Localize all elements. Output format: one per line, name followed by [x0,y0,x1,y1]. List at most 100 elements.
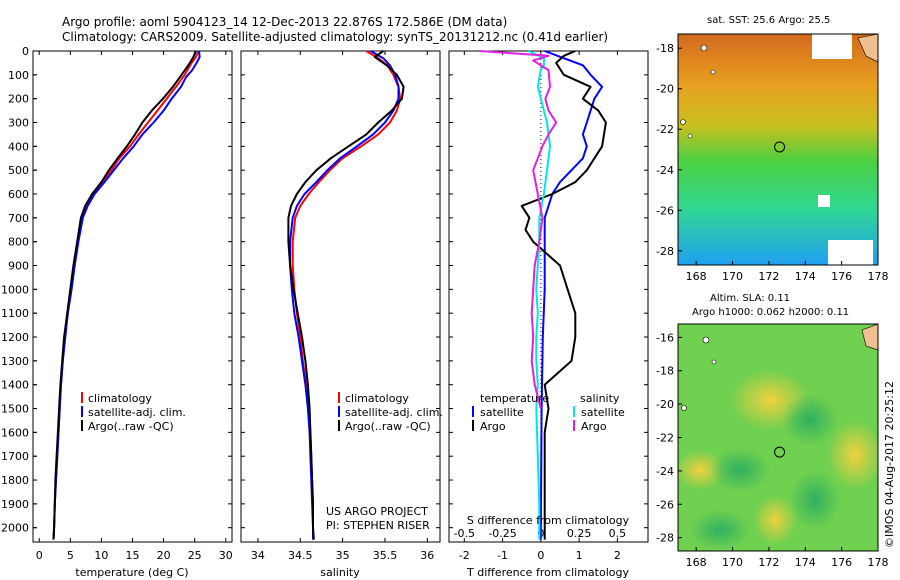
salinity-x-label: salinity [320,566,360,579]
credit-label: ©IMOS 04-Aug-2017 20:25:12 [883,381,896,548]
depth-tick-label: 600 [8,188,29,201]
legend-label-s-argo: Argo [581,420,607,433]
x-tick-label: 25 [188,549,202,562]
legend-label-t-satellite: satellite [480,406,524,419]
x-tick-label: 36 [420,549,434,562]
x-tick-label: 34 [251,549,265,562]
temperature-plot: 0 5 10 15 20 25 30 [33,50,233,562]
map-x-tick-label: 176 [831,270,852,283]
x-tick-label: 20 [157,549,171,562]
salinity-legend: climatology satellite-adj. clim. Argo(..… [338,392,443,433]
depth-tick-label: 900 [8,260,29,273]
depth-tick-label: 700 [8,212,29,225]
series-line-s-satellite [528,50,551,540]
map-x-tick-label: 174 [795,270,816,283]
title-line-2: Climatology: CARS2009. Satellite-adjuste… [62,30,608,44]
island [700,44,708,52]
island [681,405,687,411]
map-x-tick-label: 168 [686,270,707,283]
map-y-tick-label: -28 [656,532,674,545]
sst-patch [828,240,873,265]
sla-map-title-2: Argo h1000: 0.062 h2000: 0.11 [692,307,849,318]
map-y-tick-label: -26 [656,204,674,217]
sla-high [678,450,725,490]
title-line-1: Argo profile: aoml 5904123_14 12-Dec-201… [62,15,507,29]
depth-tick-label: 1500 [1,403,29,416]
legend-label-t-argo: Argo [480,420,506,433]
map-y-tick-label: -22 [656,123,674,136]
sst-patch [812,34,852,59]
depth-tick-label: 400 [8,140,29,153]
sst-map-title: sat. SST: 25.6 Argo: 25.5 [707,15,830,26]
sla-map-title-1: Altim. SLA: 0.11 [710,293,790,304]
project-label: US ARGO PROJECT [326,505,428,518]
argo-position-marker [774,446,786,458]
s-tick-label: 0.5 [609,527,627,540]
map-x-tick-label: 178 [868,270,889,283]
sst-field [678,34,878,265]
island [687,133,693,139]
legend-label-climatology: climatology [345,392,409,405]
series-line-satellite [52,50,201,540]
depth-tick-label: 300 [8,117,29,130]
depth-tick-label: 1800 [1,474,29,487]
pi-label: PI: STEPHEN RISER [326,519,430,532]
x-tick-label: -2 [459,549,470,562]
sst-patch [818,195,830,207]
x-tick-label: 1 [576,549,583,562]
sla-high [753,495,797,545]
sla-map [678,324,878,551]
difference-plot-frame [448,50,649,543]
temperature-x-label: temperature (deg C) [75,566,188,579]
map-x-tick-label: 176 [831,556,852,569]
sst-map-axes: 168 170 172 174 176 178 -18 -20 -22 -24 -26 -28 [656,42,888,283]
series-line-climatology [52,50,200,540]
land-mass [861,324,878,351]
s-tick-label: -0.5 [454,527,475,540]
legend-label-satellite: satellite-adj. clim. [345,406,443,419]
x-tick-label: 34.5 [288,549,313,562]
sla-low [790,470,840,530]
difference-x-label: T difference from climatology [466,566,629,579]
series-line-argo [287,50,405,540]
legend-header-temperature: temperature [480,392,549,405]
depth-tick-label: 200 [8,93,29,106]
legend-label-climatology: climatology [88,392,152,405]
x-tick-label: 10 [94,549,108,562]
series-line-t-argo [520,50,607,540]
depth-tick-label: 0 [22,45,29,58]
map-x-tick-label: 178 [868,556,889,569]
sla-low [710,448,770,492]
depth-tick-label: 800 [8,236,29,249]
s-tick-label: -0.25 [488,527,516,540]
map-y-tick-label: -18 [656,365,674,378]
x-tick-label: -1 [497,549,508,562]
legend-label-argo: Argo(..raw -QC) [88,420,174,433]
series-line-s-argo [479,50,558,409]
depth-tick-label: 1600 [1,426,29,439]
x-tick-label: 15 [126,549,140,562]
legend-label-s-satellite: satellite [581,406,625,419]
sla-high [827,420,878,490]
island [680,119,686,125]
map-x-tick-label: 172 [758,556,779,569]
island [702,336,710,344]
sla-map-axes: 168 170 172 174 176 178 -16 -18 -20 -22 -24 -26 -28 [656,331,888,569]
depth-tick-label: 1300 [1,355,29,368]
series-line-argo [52,50,197,540]
map-y-tick-label: -26 [656,498,674,511]
difference-legend: temperature salinity satellite Argo sate… [472,392,625,433]
temperature-legend: climatology satellite-adj. clim. Argo(..… [81,392,186,433]
depth-tick-label: 1100 [1,307,29,320]
map-y-tick-label: -22 [656,432,674,445]
map-y-tick-label: -16 [656,331,674,344]
map-x-tick-label: 170 [722,556,743,569]
island [710,69,716,75]
x-tick-label: 0 [36,549,43,562]
depth-tick-label: 1000 [1,283,29,296]
x-tick-label: 2 [614,549,621,562]
map-y-tick-label: -20 [656,83,674,96]
map-x-tick-label: 172 [758,270,779,283]
sst-map-frame [677,33,879,266]
